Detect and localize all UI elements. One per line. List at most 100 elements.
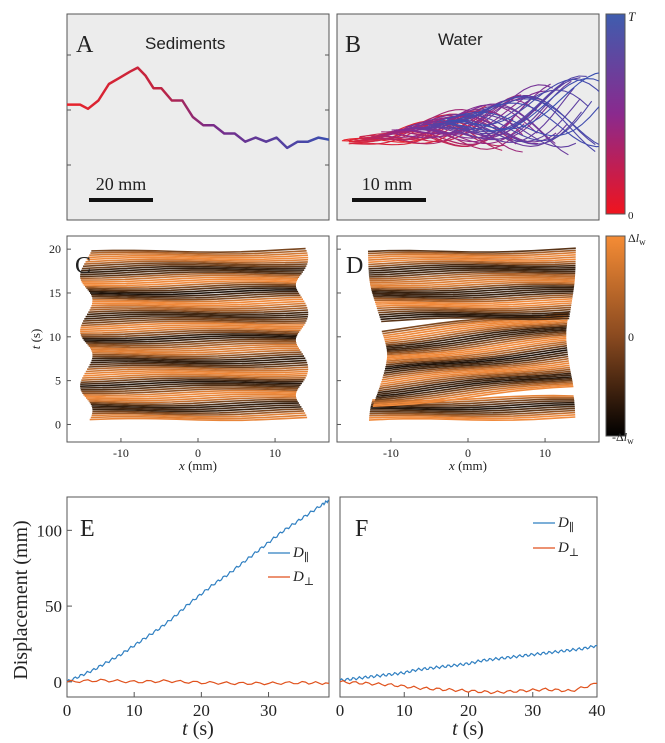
kymograph-line [80, 329, 300, 336]
water-kymograph [367, 247, 576, 422]
kymograph-line [383, 317, 568, 339]
kymograph-line [367, 247, 576, 253]
kymograph-line [384, 321, 568, 343]
panel-f-legend-label-par: D∥ [557, 515, 574, 534]
kymograph-line [83, 334, 297, 342]
x-tick-label: 30 [260, 701, 277, 720]
kymograph-line [374, 298, 573, 305]
kymograph-line [80, 269, 303, 276]
kymograph-line [89, 289, 298, 296]
panel-e-ylabel: Displacement (mm) [10, 520, 32, 679]
panel-b: B Water 10 mm T 0 [336, 9, 636, 222]
kymograph-line [84, 281, 297, 289]
kymograph-line [368, 251, 576, 257]
kymograph-line [386, 339, 567, 361]
kymograph-line [86, 283, 296, 290]
kymograph-line [84, 315, 308, 320]
kymograph-line [387, 334, 567, 356]
panel-b-title: Water [438, 30, 483, 49]
water-trajectory-filament [445, 98, 599, 146]
x-tick-label: 20 [193, 701, 210, 720]
kymograph-line [80, 324, 304, 331]
kymograph-line [80, 327, 301, 334]
kymograph-line [92, 355, 305, 361]
panel-a: A Sediments 20 mm [66, 13, 330, 221]
kymograph-line [80, 274, 300, 281]
kymograph-line [82, 333, 298, 340]
kymograph-line [90, 345, 298, 352]
y-tick-label: 5 [55, 374, 61, 388]
panel-e-ticks: 0 10 20 30 0 50 100 [37, 521, 278, 720]
kymograph-line [90, 290, 299, 298]
kymograph-line [86, 256, 309, 261]
kymograph-line [89, 398, 297, 406]
kymograph-line [378, 308, 571, 314]
panel-e-d-parallel-line [66, 499, 330, 683]
kymograph-line [383, 355, 569, 377]
panel-d-label: D [346, 253, 363, 279]
kymograph-line [88, 396, 297, 404]
kymograph-line [378, 370, 571, 392]
kymograph-line [386, 330, 567, 353]
panel-c-ylabel: t (s) [28, 329, 43, 350]
water-trajectory-filament [428, 98, 581, 143]
panel-e-xlabel: t (s) [182, 718, 214, 740]
kymograph-line [375, 377, 573, 399]
kymograph-line [89, 252, 308, 257]
curvature-colorbar-top-label: Δlw [628, 231, 646, 247]
water-trajectory-filament [434, 89, 589, 131]
panel-f-label: F [355, 516, 368, 542]
kymograph-line [90, 414, 307, 420]
kymograph-line [92, 349, 301, 356]
kymograph-line [374, 296, 573, 303]
kymograph-line [369, 270, 576, 278]
kymograph-line [90, 250, 307, 255]
kymograph-line [377, 372, 571, 394]
kymograph-line [385, 347, 568, 368]
kymograph-line [81, 331, 299, 338]
y-tick-label: 0 [54, 673, 63, 692]
kymograph-line [87, 285, 297, 292]
panel-a-background [66, 13, 330, 221]
kymograph-line [380, 364, 570, 385]
panel-c-xlabel: x (mm) [178, 458, 217, 473]
kymograph-line [82, 318, 307, 325]
kymograph-line [369, 274, 576, 282]
kymograph-line [381, 360, 569, 381]
y-tick-label: 0 [55, 417, 61, 431]
kymograph-line [86, 311, 309, 316]
kymograph-line [88, 254, 308, 259]
kymograph-line [386, 329, 567, 351]
kymograph-line [385, 344, 568, 366]
x-tick-label: -10 [113, 446, 129, 460]
water-trajectory-filament [449, 78, 599, 132]
x-tick-label: 10 [539, 446, 551, 460]
kymograph-line [85, 258, 309, 263]
kymograph-line [92, 404, 301, 411]
kymograph-line [369, 272, 576, 280]
kymograph-line [368, 416, 576, 422]
kymograph-line [368, 265, 576, 272]
kymograph-line [369, 409, 576, 416]
kymograph-line [384, 351, 568, 372]
panel-f-legend-label-perp: D⊥ [557, 540, 579, 559]
x-tick-label: 0 [336, 701, 345, 720]
kymograph-line [81, 375, 306, 381]
panel-f-ticks: 0 10 20 30 40 [336, 692, 606, 720]
kymograph-line [376, 304, 572, 310]
kymograph-line [370, 283, 575, 291]
kymograph-line [83, 371, 308, 377]
panel-c: -10 0 10 0 5 10 15 20 C x (mm) t (s) [28, 235, 330, 473]
kymograph-line [385, 324, 567, 346]
x-tick-label: 0 [195, 446, 201, 460]
kymograph-line [84, 260, 308, 265]
sediment-kymograph [80, 247, 309, 422]
water-trajectory-filament [439, 96, 596, 153]
x-tick-label: 10 [269, 446, 281, 460]
kymograph-line [367, 249, 576, 255]
kymograph-line [370, 401, 575, 409]
panel-e: 0 10 20 30 0 50 100 E D∥ D⊥ t (s) Displacement… [10, 496, 330, 740]
panel-e-legend-label-perp: D⊥ [292, 569, 314, 588]
kymograph-line [380, 315, 570, 321]
kymograph-line [84, 336, 297, 343]
